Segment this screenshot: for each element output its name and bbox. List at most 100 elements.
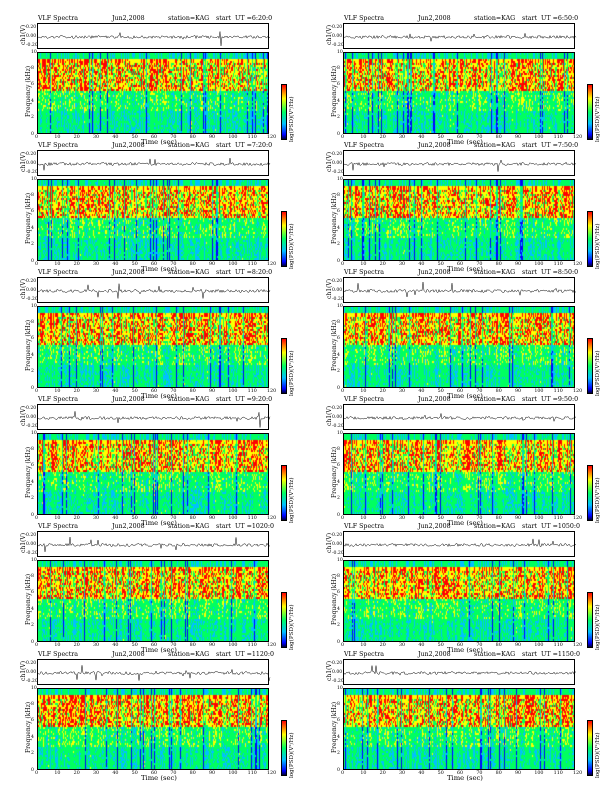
time-tick-label: 50 xyxy=(437,135,444,140)
time-tick-label: 50 xyxy=(437,262,444,267)
spectrogram-ylabel: Frequency (kHz) xyxy=(25,573,32,625)
time-tick-label: 70 xyxy=(476,262,483,267)
frequency-tick-label: 0 xyxy=(31,258,34,264)
time-tick-label: 70 xyxy=(170,389,177,394)
waveform-line xyxy=(37,31,271,46)
panel-station: station=KAG xyxy=(474,142,516,149)
spectrogram-ylabel: Frequency (kHz) xyxy=(331,446,338,498)
time-tick-label: 0 xyxy=(35,262,39,267)
panel-title: VLF Spectra xyxy=(344,15,384,22)
spectrogram-canvas xyxy=(344,307,574,387)
frequency-tick-label: 4 xyxy=(337,352,340,358)
time-tick-label: 20 xyxy=(73,262,80,267)
frequency-tick-label: 10 xyxy=(337,49,343,55)
spectrogram-ylabel: Frequency (kHz) xyxy=(25,65,32,117)
frequency-tick-label: 4 xyxy=(337,606,340,612)
time-tick-label: 40 xyxy=(418,389,425,394)
panel-date: Jun2,2008 xyxy=(112,15,145,22)
frequency-tick-label: 2 xyxy=(31,496,34,502)
waveform-svg xyxy=(343,159,577,172)
waveform-line xyxy=(37,536,271,552)
frequency-tick-label: 6 xyxy=(31,336,34,342)
frequency-tick-label: 4 xyxy=(337,734,340,740)
spectrogram-canvas xyxy=(38,307,268,387)
time-tick-label: 100 xyxy=(228,135,238,140)
waveform-ytick-label: -0.20 xyxy=(26,550,38,556)
frequency-tick-label: 4 xyxy=(337,98,340,104)
waveform-line xyxy=(343,159,577,172)
spectrogram-ylabel: Frequency (kHz) xyxy=(331,573,338,625)
spectra-panel: VLF Spectra Jun2,2008 station=KAG start UT … xyxy=(0,522,300,654)
colorbar-label: log(PSD)(V²/Hz) xyxy=(289,96,295,142)
time-tick-label: 110 xyxy=(553,389,563,394)
frequency-tick-label: 0 xyxy=(31,385,34,391)
frequency-tick-label: 0 xyxy=(31,512,34,518)
time-tick-label: 30 xyxy=(399,643,406,648)
time-tick-label: 60 xyxy=(151,643,158,648)
time-tick-label: 70 xyxy=(170,771,177,776)
colorbar xyxy=(281,465,287,521)
waveform-line xyxy=(37,283,271,299)
time-tick-label: 10 xyxy=(360,771,367,776)
spectrogram-ylabel: Frequency (kHz) xyxy=(25,319,32,371)
time-tick-label: 50 xyxy=(437,643,444,648)
frequency-tick-label: 8 xyxy=(31,573,34,579)
frequency-tick-label: 10 xyxy=(337,685,343,691)
time-tick-label: 20 xyxy=(379,516,386,521)
spectrogram-ylabel: Frequency (kHz) xyxy=(25,446,32,498)
spectrogram-plot xyxy=(343,560,575,642)
time-tick-label: 40 xyxy=(112,771,119,776)
time-tick-label: 40 xyxy=(418,135,425,140)
panel-start-time: start UT =1050:0 xyxy=(522,523,580,530)
time-tick-label: 30 xyxy=(93,135,100,140)
frequency-tick-label: 6 xyxy=(337,718,340,724)
time-axis-label: Time (sec) xyxy=(141,392,177,400)
waveform-svg xyxy=(37,665,271,681)
colorbar-label: log(PSD)(V²/Hz) xyxy=(595,96,601,142)
waveform-ytick-label: -0.20 xyxy=(332,678,344,684)
frequency-tick-label: 4 xyxy=(31,98,34,104)
time-tick-label: 50 xyxy=(437,389,444,394)
time-tick-label: 60 xyxy=(151,516,158,521)
time-tick-label: 80 xyxy=(495,389,502,394)
panel-date: Jun2,2008 xyxy=(112,142,145,149)
time-tick-label: 20 xyxy=(73,389,80,394)
time-tick-label: 20 xyxy=(73,643,80,648)
colorbar xyxy=(281,720,287,776)
frequency-tick-label: 8 xyxy=(337,65,340,71)
time-tick-label: 80 xyxy=(495,516,502,521)
waveform-ytick-label: 0.00 xyxy=(26,669,37,675)
spectra-panel: VLF Spectra Jun2,2008 station=KAG start UT … xyxy=(0,141,300,273)
panel-header: VLF Spectra Jun2,2008 station=KAG start UT … xyxy=(306,522,606,531)
frequency-tick-label: 0 xyxy=(337,767,340,773)
frequency-tick-label: 10 xyxy=(31,303,37,309)
frequency-tick-label: 6 xyxy=(337,463,340,469)
waveform-ytick-label: 0.00 xyxy=(26,414,37,420)
spectrogram-plot xyxy=(37,560,269,642)
colorbar xyxy=(281,338,287,394)
time-tick-label: 50 xyxy=(437,771,444,776)
panel-start-time: start UT =9:50:0 xyxy=(522,396,579,403)
time-tick-label: 120 xyxy=(573,771,583,776)
time-tick-label: 30 xyxy=(399,262,406,267)
frequency-tick-label: 2 xyxy=(337,242,340,248)
time-axis-label: Time (sec) xyxy=(141,774,177,782)
waveform-line xyxy=(343,281,577,298)
waveform-ytick-label: -0.20 xyxy=(332,169,344,175)
waveform-ytick-label: 0.00 xyxy=(332,160,343,166)
time-tick-label: 50 xyxy=(131,135,138,140)
waveform-line xyxy=(343,538,577,548)
colorbar xyxy=(587,84,593,140)
time-tick-label: 20 xyxy=(379,643,386,648)
waveform-line xyxy=(37,157,271,171)
frequency-tick-label: 8 xyxy=(31,192,34,198)
time-tick-label: 30 xyxy=(399,135,406,140)
spectrogram-plot xyxy=(343,306,575,388)
panel-header: VLF Spectra Jun2,2008 station=KAG start UT … xyxy=(0,522,300,531)
time-tick-label: 40 xyxy=(418,771,425,776)
frequency-tick-label: 2 xyxy=(31,623,34,629)
colorbar xyxy=(281,592,287,648)
waveform-ytick-label: -0.20 xyxy=(26,423,38,429)
panel-station: station=KAG xyxy=(474,396,516,403)
time-tick-label: 20 xyxy=(73,771,80,776)
